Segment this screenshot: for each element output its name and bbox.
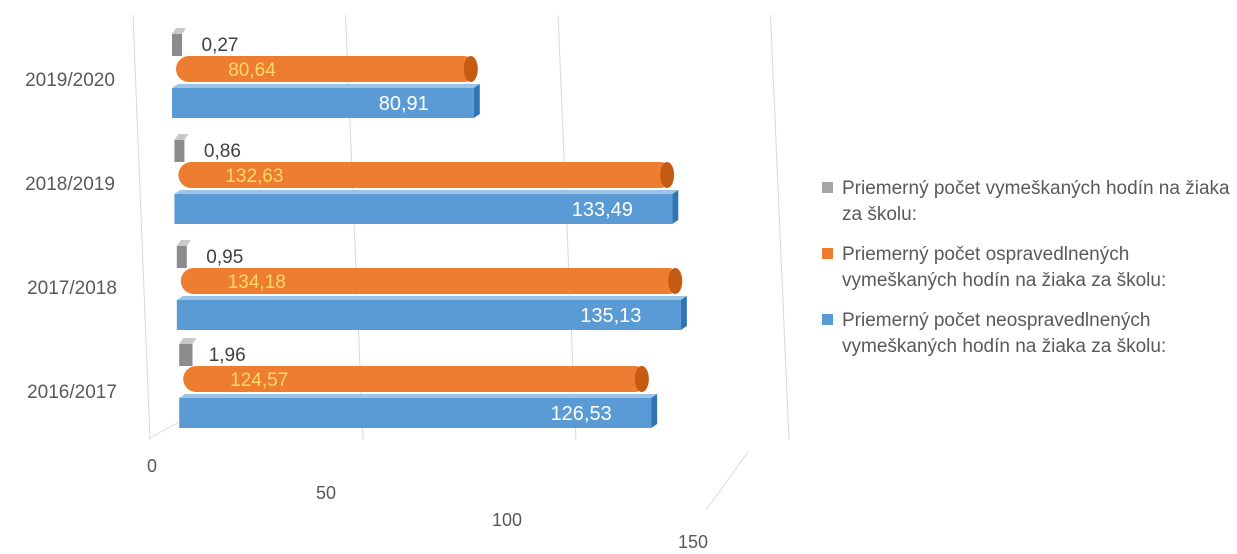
bar-orange (178, 162, 674, 188)
legend-item-orange: Priemerný počet ospravedlnených vymeškan… (822, 242, 1232, 294)
legend-label-gray: Priemerný počet vymeškaných hodín na žia… (842, 178, 1230, 225)
bar-orange (176, 56, 477, 82)
bar-blue-side (680, 296, 687, 330)
legend-swatch-blue (822, 314, 833, 325)
bar-blue (172, 88, 474, 118)
legend-item-gray: Priemerný počet vymeškaných hodín na žia… (822, 176, 1232, 228)
bar-blue-side (473, 84, 480, 118)
bar-orange-cap (634, 366, 649, 392)
bar-gray (179, 344, 193, 366)
bar-gray-top (174, 134, 189, 140)
bar-gray (174, 140, 185, 162)
x-tick-label: 150 (678, 532, 708, 552)
x-tick-label: 100 (492, 510, 522, 530)
axis-floor-line-right (705, 451, 749, 511)
data-label-orange: 134,18 (228, 272, 286, 293)
category-label: 2016/2017 (27, 382, 117, 403)
legend-label-blue: Priemerný počet neospravedlnených vymešk… (842, 310, 1167, 357)
legend-item-blue: Priemerný počet neospravedlnených vymešk… (822, 308, 1232, 360)
gridline-150 (770, 14, 790, 441)
data-label-orange: 80,64 (228, 60, 276, 81)
data-label-orange: 124,57 (230, 370, 288, 391)
bar-gray (172, 34, 182, 56)
bar-blue-top (174, 190, 679, 194)
data-label-gray: 0,95 (206, 247, 243, 268)
gridline-0 (132, 14, 151, 441)
data-label-blue: 133,49 (572, 199, 633, 221)
bar-gray-top (176, 240, 191, 246)
category-label: 2017/2018 (27, 278, 117, 299)
data-label-blue: 80,91 (379, 93, 429, 115)
bar-blue-side (672, 190, 679, 224)
bar-blue-top (172, 84, 480, 88)
data-label-orange: 132,63 (225, 166, 283, 187)
bar-blue-top (179, 394, 658, 398)
category-labels: 2016/2017 2017/2018 2018/2019 2019/2020 (25, 70, 117, 403)
legend-swatch-gray (822, 182, 833, 193)
category-label: 2018/2019 (25, 174, 115, 195)
bar-blue-top (176, 296, 687, 300)
data-label-gray: 0,27 (202, 35, 239, 56)
data-label-gray: 0,86 (204, 141, 241, 162)
category-label: 2019/2020 (25, 70, 115, 91)
bar-blue (174, 194, 673, 224)
bar-gray-top (179, 338, 197, 344)
bar-orange (183, 366, 648, 392)
data-label-gray: 1,96 (209, 345, 246, 366)
bar-blue (179, 398, 652, 428)
bar-orange (180, 268, 682, 294)
legend-swatch-orange (822, 248, 833, 259)
bar-gray-top (172, 28, 186, 34)
bar-blue (176, 300, 681, 330)
bar-orange-cap (463, 56, 478, 82)
bar-orange-cap (660, 162, 675, 188)
data-label-blue: 126,53 (551, 403, 612, 425)
x-tick-labels: 0 50 100 150 (147, 456, 708, 552)
legend-label-orange: Priemerný počet ospravedlnených vymeškan… (842, 244, 1167, 291)
x-tick-label: 0 (147, 456, 157, 476)
legend: Priemerný počet vymeškaných hodín na žia… (822, 176, 1232, 374)
data-label-blue: 135,13 (580, 305, 641, 327)
x-tick-label: 50 (316, 483, 336, 503)
bar-blue-side (651, 394, 658, 428)
bar-orange-cap (668, 268, 683, 294)
bar-gray (176, 246, 187, 268)
bars: 0,27 80,64 80,91 0,86 132,63 133,49 0,95 134,18… (172, 28, 687, 428)
